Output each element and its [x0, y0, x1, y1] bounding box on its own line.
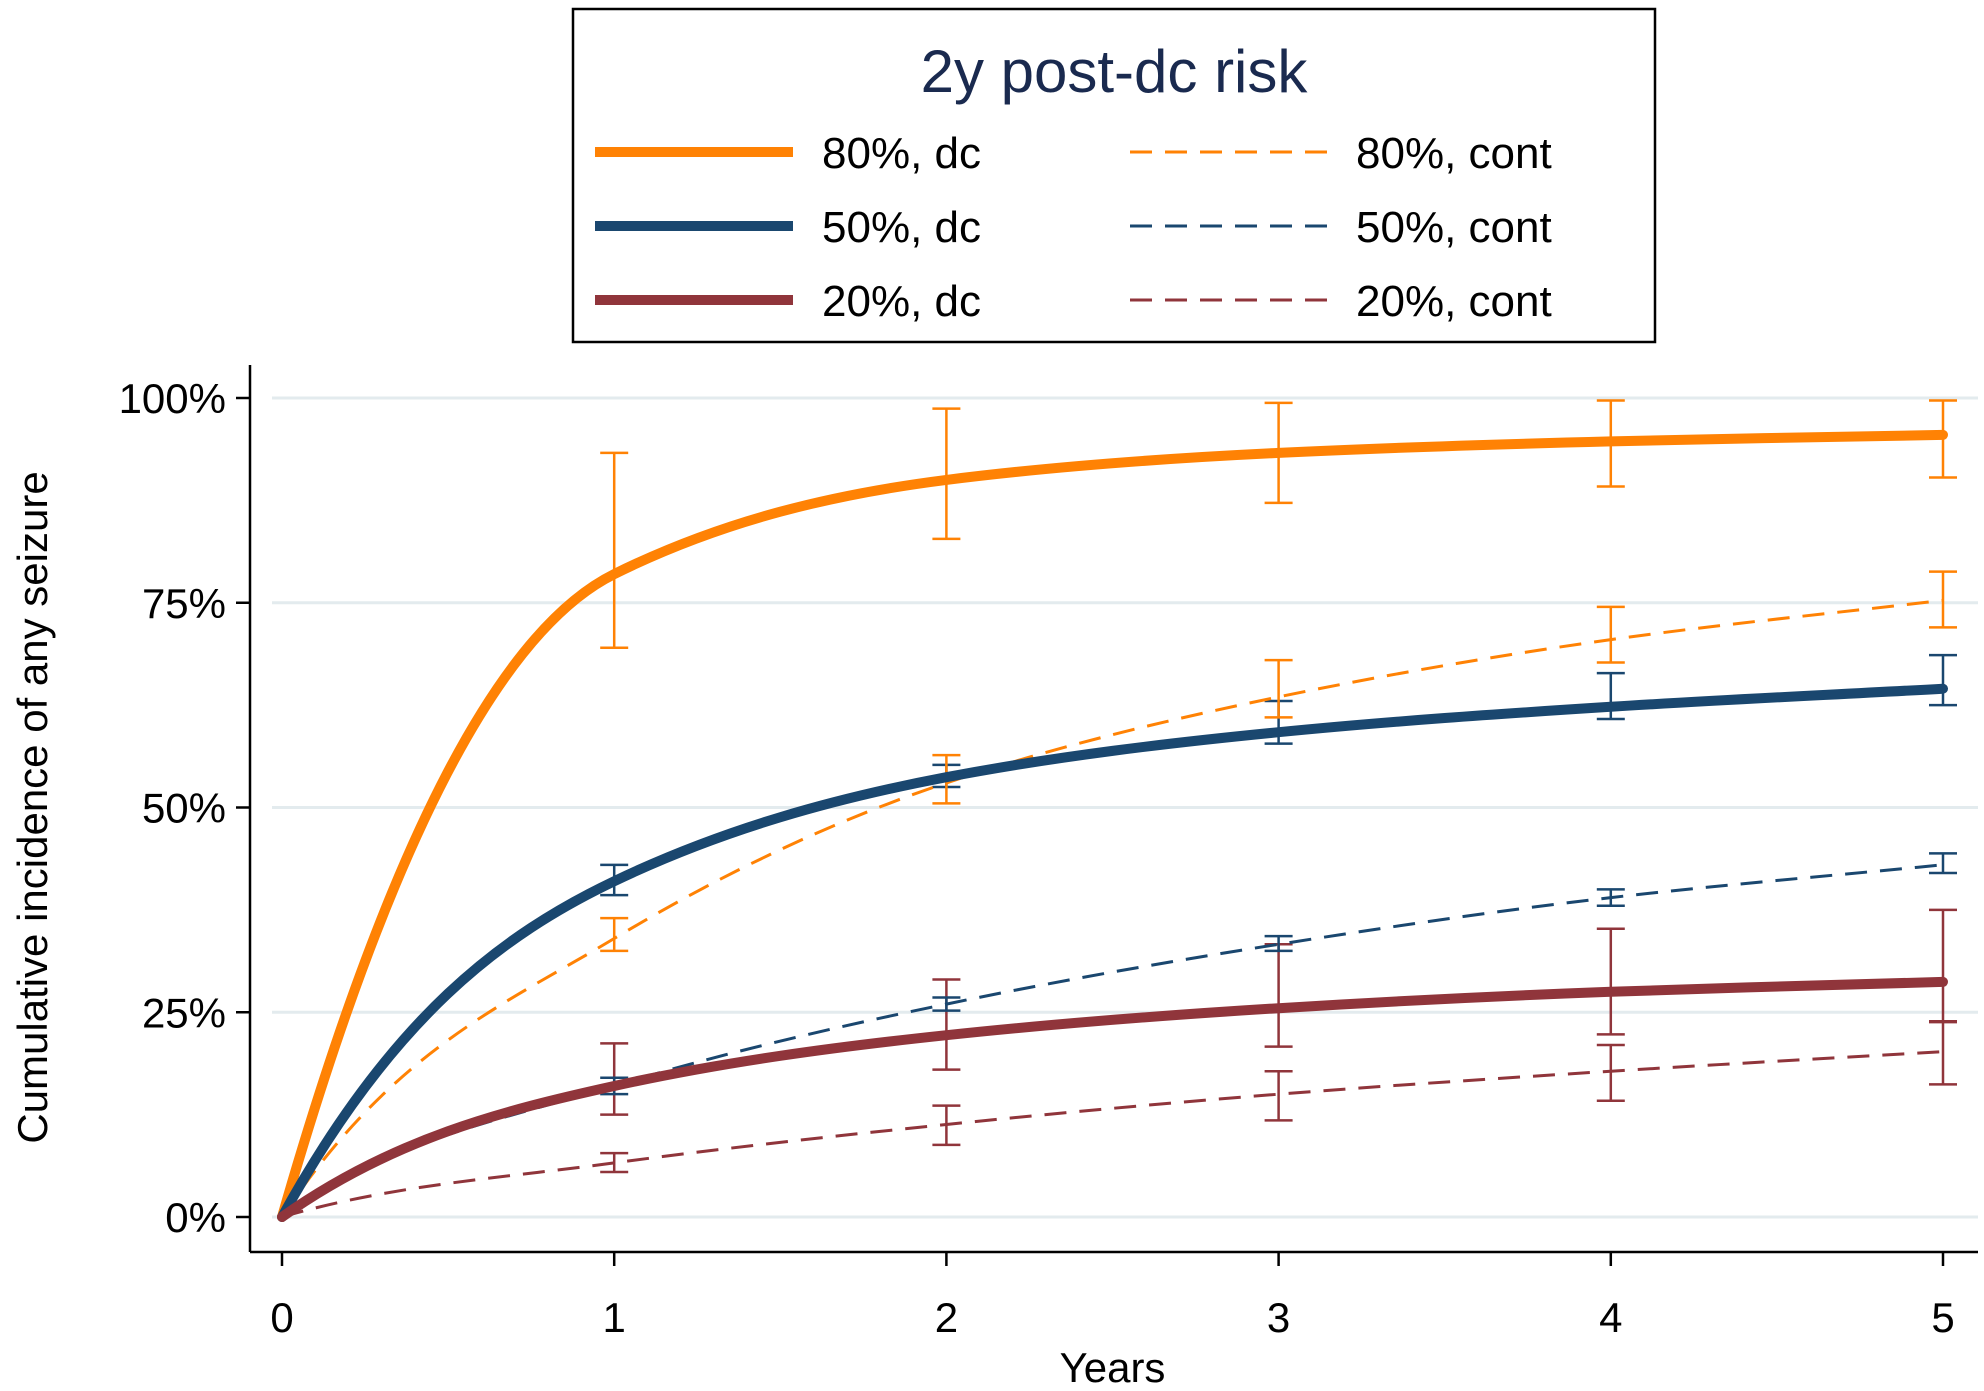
series-line-3	[280, 598, 1944, 1218]
legend-label-0: 80%, dc	[822, 129, 981, 178]
series-lines	[277, 429, 1948, 1222]
legend-label-3: 80%, cont	[1356, 129, 1552, 178]
y-tick-label-4: 100%	[119, 375, 226, 422]
legend-label-4: 50%, cont	[1356, 203, 1552, 252]
legend-label-1: 50%, dc	[822, 203, 981, 252]
x-tick-label-3: 3	[1267, 1294, 1290, 1341]
x-tick-label-5: 5	[1931, 1294, 1954, 1341]
legend-box	[571, 7, 1657, 344]
x-tick-label-1: 1	[603, 1294, 626, 1341]
y-tick-label-2: 50%	[142, 785, 226, 832]
series-line-0	[277, 429, 1948, 1222]
x-axis-label: Years	[1060, 1344, 1166, 1391]
x-tick-label-0: 0	[270, 1294, 293, 1341]
axes: 0% 25% 50% 75% 100% 0 1 2 3 4 5	[119, 365, 1978, 1341]
y-tick-label-1: 25%	[142, 989, 226, 1036]
y-axis-label: Cumulative incidence of any seizure	[9, 471, 56, 1143]
x-tick-label-4: 4	[1599, 1294, 1622, 1341]
x-tick-label-2: 2	[935, 1294, 958, 1341]
y-tick-label-0: 0%	[165, 1194, 226, 1241]
series-line-4	[281, 863, 1944, 1219]
y-tick-label-3: 75%	[142, 580, 226, 627]
legend-label-2: 20%, dc	[822, 277, 981, 326]
series-line-2	[277, 976, 1948, 1222]
legend-title: 2y post-dc risk	[921, 38, 1309, 105]
series-line-5	[281, 1050, 1944, 1219]
legend-items: 80%, dc 50%, dc 20%, dc 80%, cont 50%, cont 2…	[595, 129, 1552, 326]
gridlines	[272, 396, 1978, 1219]
legend-label-5: 20%, cont	[1356, 277, 1552, 326]
series-line-1	[277, 683, 1948, 1222]
